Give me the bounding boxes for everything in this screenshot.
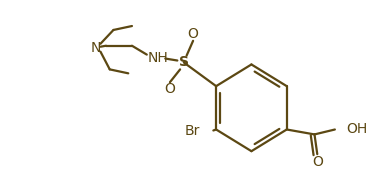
Text: O: O	[312, 155, 323, 169]
Text: NH: NH	[148, 51, 168, 65]
Text: N: N	[91, 41, 101, 55]
Text: O: O	[188, 27, 198, 41]
Text: OH: OH	[346, 122, 367, 137]
Text: Br: Br	[184, 125, 200, 138]
Text: O: O	[164, 82, 176, 96]
Text: S: S	[179, 56, 189, 70]
